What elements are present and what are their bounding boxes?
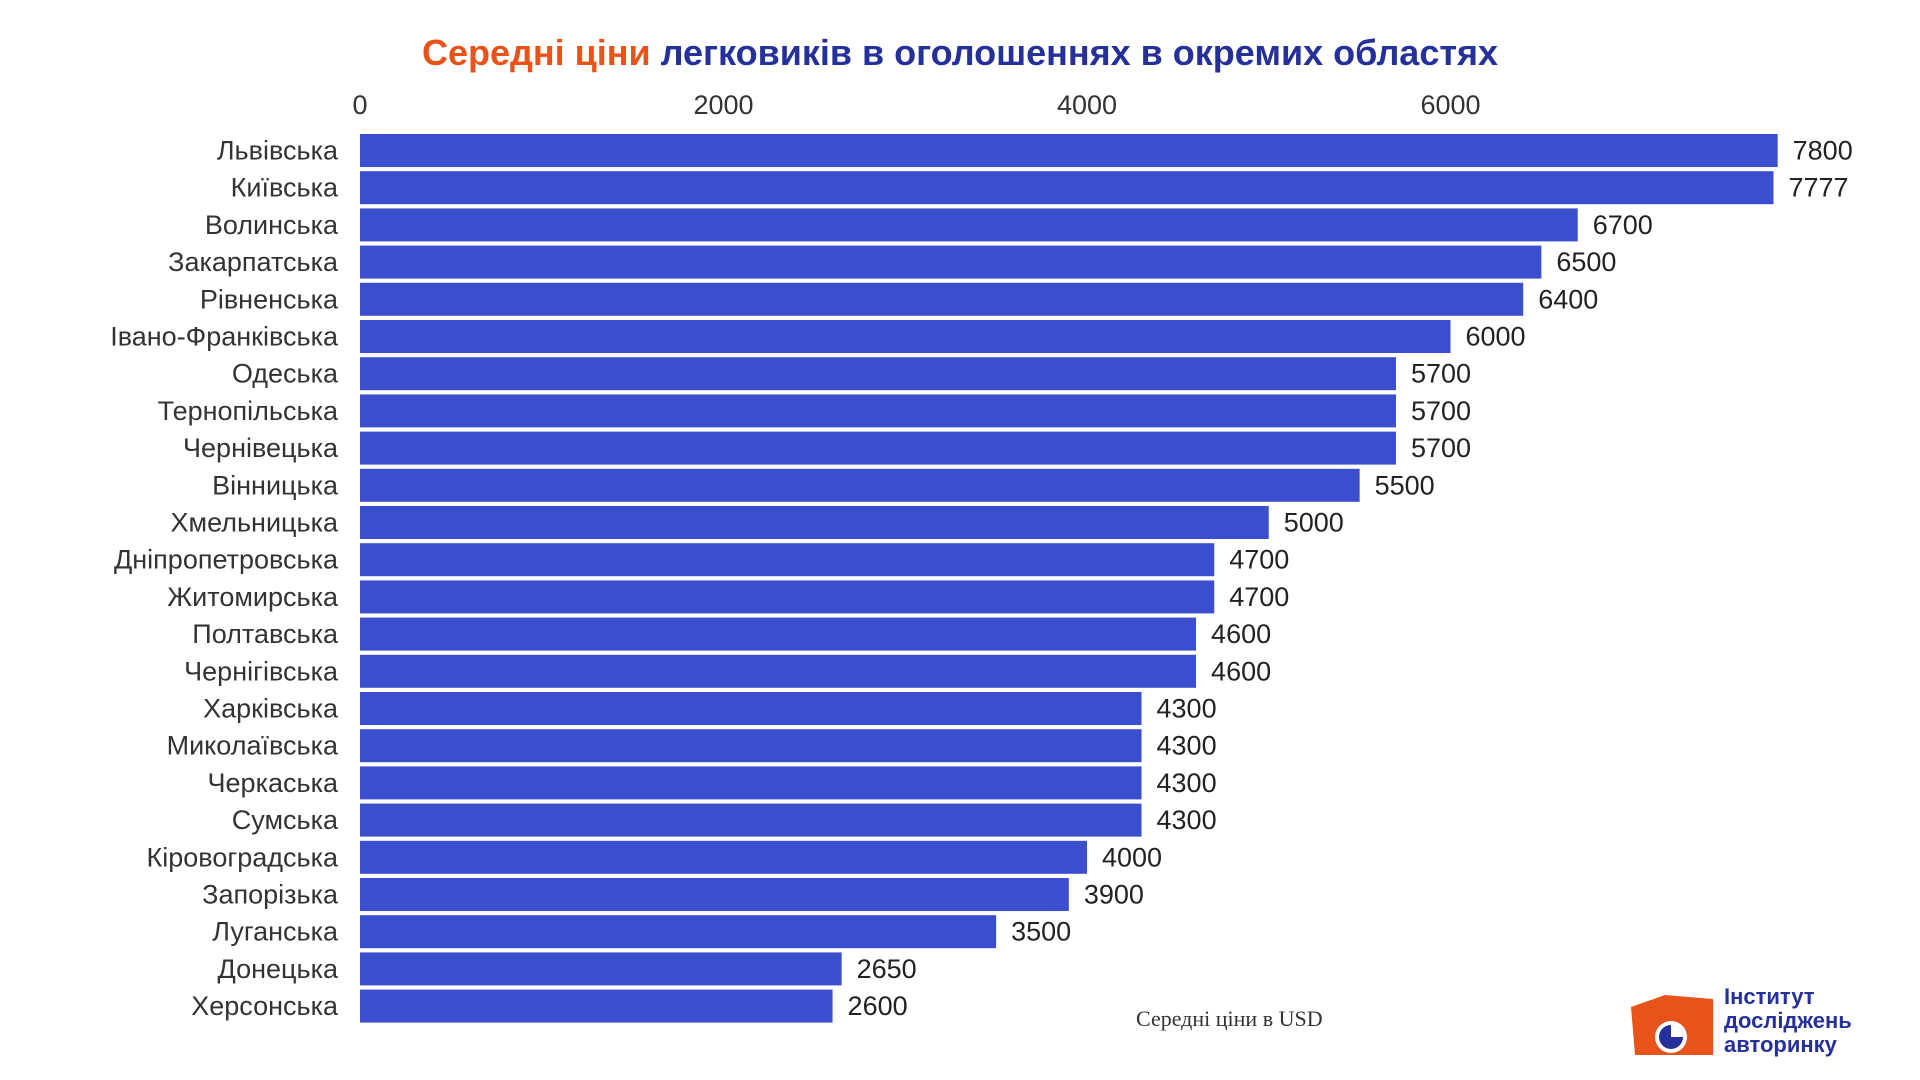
category-label: Тернопільська: [158, 396, 339, 426]
chart-title-main: легковиків в оголошеннях в окремих облас…: [660, 32, 1499, 73]
value-label: 4300: [1157, 694, 1217, 724]
bar: [360, 840, 1087, 874]
category-label: Чернігівська: [184, 656, 339, 686]
value-label: 5700: [1411, 433, 1471, 463]
bar: [360, 320, 1451, 353]
value-label: 6700: [1593, 210, 1653, 240]
category-label: Херсонська: [191, 991, 339, 1021]
bar: [360, 989, 833, 1023]
value-label: 4600: [1211, 619, 1271, 649]
bar: [360, 915, 997, 949]
category-label: Львівська: [217, 136, 339, 166]
value-label: 4300: [1157, 805, 1217, 835]
category-label: Харківська: [203, 694, 339, 724]
category-label: Волинська: [205, 210, 339, 240]
bar: [360, 617, 1197, 651]
bar: [360, 282, 1524, 316]
value-label: 5700: [1411, 396, 1471, 426]
value-label: 3500: [1011, 917, 1071, 947]
logo-line-2: досліджень: [1724, 1008, 1852, 1033]
bar: [360, 506, 1269, 539]
x-tick-label: 6000: [1420, 90, 1480, 120]
bar: [360, 580, 1215, 614]
bar: [360, 394, 1396, 428]
category-label: Дніпропетровська: [114, 545, 339, 575]
value-label: 4300: [1157, 731, 1217, 761]
category-label: Миколаївська: [167, 731, 339, 761]
value-label: 2650: [857, 954, 917, 984]
value-label: 4700: [1229, 545, 1289, 575]
bar: [360, 431, 1396, 465]
value-label: 4600: [1211, 656, 1271, 686]
category-label: Хмельницька: [171, 508, 339, 538]
category-label: Рівненська: [200, 284, 339, 314]
x-tick-label: 2000: [693, 90, 753, 120]
value-label: 6500: [1556, 247, 1616, 277]
category-label: Івано-Франківська: [110, 322, 339, 352]
bar: [360, 134, 1778, 167]
category-label: Київська: [231, 173, 339, 203]
bar: [360, 208, 1578, 242]
logo-line-1: Інститут: [1724, 984, 1815, 1009]
chart-title-accent: Середні ціни: [421, 32, 651, 73]
category-label: Донецька: [218, 954, 339, 984]
bar: [360, 729, 1142, 763]
chart-title: Середні ціни легковиків в оголошеннях в …: [0, 32, 1920, 74]
category-label: Житомирська: [167, 582, 339, 612]
bar: [360, 878, 1069, 911]
category-label: Вінницька: [212, 470, 339, 500]
category-label: Черкаська: [208, 768, 339, 798]
value-label: 3900: [1084, 880, 1144, 910]
bar: [360, 543, 1215, 577]
bar: [360, 654, 1197, 688]
value-label: 4000: [1102, 842, 1162, 872]
bar: [360, 245, 1542, 279]
bar: [360, 692, 1142, 725]
bar: [360, 357, 1396, 391]
logo-line-3: авторинку: [1724, 1032, 1837, 1057]
bar: [360, 171, 1774, 205]
value-label: 4300: [1157, 768, 1217, 798]
value-label: 7800: [1793, 136, 1853, 166]
value-label: 4700: [1229, 582, 1289, 612]
x-tick-label: 0: [352, 90, 367, 120]
value-label: 5700: [1411, 359, 1471, 389]
logo-icon: [1631, 995, 1713, 1055]
x-axis-note: Середні ціни в USD: [1136, 1006, 1323, 1031]
category-label: Луганська: [212, 917, 339, 947]
x-tick-label: 4000: [1057, 90, 1117, 120]
category-label: Полтавська: [192, 619, 339, 649]
category-label: Сумська: [232, 805, 339, 835]
bar: [360, 766, 1142, 800]
value-label: 5000: [1284, 508, 1344, 538]
value-label: 6400: [1538, 284, 1598, 314]
category-label: Запорізька: [202, 880, 339, 910]
value-label: 2600: [848, 991, 908, 1021]
logo: Інститут досліджень авторинку: [1625, 985, 1895, 1060]
category-label: Кіровоградська: [147, 842, 339, 872]
bar: [360, 468, 1360, 502]
category-label: Чернівецька: [183, 433, 339, 463]
bar: [360, 952, 842, 986]
value-label: 6000: [1466, 322, 1526, 352]
bar: [360, 803, 1142, 837]
category-label: Закарпатська: [168, 247, 339, 277]
value-label: 5500: [1375, 470, 1435, 500]
category-label: Одеська: [232, 359, 339, 389]
value-label: 7777: [1788, 173, 1848, 203]
